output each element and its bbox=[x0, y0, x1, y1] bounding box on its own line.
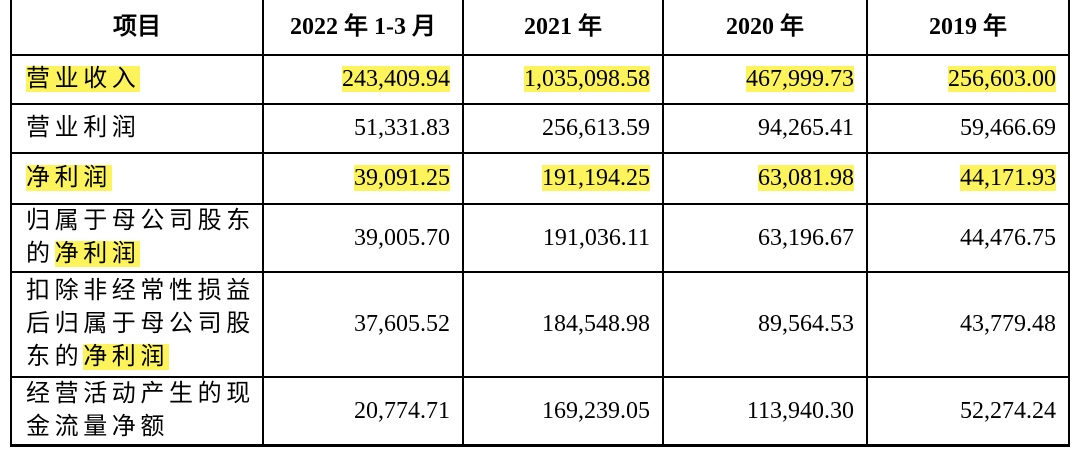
highlighted-value: 39,091.25 bbox=[354, 165, 450, 191]
row-label-cell: 营业收入 bbox=[10, 54, 264, 105]
value-text: 184,548.98 bbox=[542, 311, 650, 337]
value-cell: 256,603.00 bbox=[866, 54, 1070, 105]
header-row: 项目 2022 年 1-3 月 2021 年 2020 年 2019 年 bbox=[10, 0, 1070, 56]
value-text: 44,476.75 bbox=[960, 224, 1056, 251]
row-label: 净利润 bbox=[26, 162, 258, 195]
table-row: 经营活动产生的现金流量净额 20,774.71 169,239.05 113,940.… bbox=[10, 376, 1070, 447]
value-cell: 191,036.11 bbox=[462, 203, 664, 273]
value-text: 20,774.71 bbox=[354, 397, 450, 424]
value-cell: 63,196.67 bbox=[662, 203, 868, 273]
value-text: 39,005.70 bbox=[354, 224, 450, 251]
value-cell: 39,091.25 bbox=[262, 152, 464, 205]
value-text: 113,940.30 bbox=[746, 397, 854, 424]
table-body: 营业收入 243,409.94 1,035,098.58 467,999.73 256,… bbox=[10, 54, 1070, 447]
table-row: 归属于母公司股东的净利润 39,005.70 191,036.11 63,196.67… bbox=[10, 203, 1070, 273]
row-label: 营业收入 bbox=[26, 63, 258, 96]
header-cell: 项目 bbox=[10, 0, 264, 56]
highlighted-text: 营业收入 bbox=[26, 66, 141, 92]
value-text: 169,239.05 bbox=[542, 397, 650, 424]
value-text: 63,196.67 bbox=[758, 224, 854, 251]
highlighted-value: 191,194.25 bbox=[542, 165, 650, 191]
value-text: 51,331.83 bbox=[354, 115, 450, 141]
value-text: 43,779.48 bbox=[960, 311, 1056, 337]
row-label: 归属于母公司股东的净利润 bbox=[26, 205, 258, 271]
table-head: 项目 2022 年 1-3 月 2021 年 2020 年 2019 年 bbox=[10, 0, 1070, 56]
header-cell: 2019 年 bbox=[866, 0, 1070, 56]
header-cell: 2020 年 bbox=[662, 0, 868, 56]
highlighted-value: 256,603.00 bbox=[948, 66, 1056, 92]
value-text: 37,605.52 bbox=[354, 311, 450, 337]
value-cell: 44,171.93 bbox=[866, 152, 1070, 205]
highlighted-text: 净利润 bbox=[26, 165, 112, 191]
label-text: 营业利润 bbox=[26, 115, 141, 141]
row-label-cell: 经营活动产生的现金流量净额 bbox=[10, 376, 264, 447]
value-cell: 63,081.98 bbox=[662, 152, 868, 205]
value-cell: 20,774.71 bbox=[262, 376, 464, 447]
row-label: 营业利润 bbox=[26, 112, 258, 145]
header-cell: 2022 年 1-3 月 bbox=[262, 0, 464, 56]
value-cell: 184,548.98 bbox=[462, 271, 664, 378]
value-cell: 59,466.69 bbox=[866, 103, 1070, 154]
value-text: 52,274.24 bbox=[960, 397, 1056, 424]
row-label: 经营活动产生的现金流量净额 bbox=[26, 378, 258, 444]
highlighted-value: 243,409.94 bbox=[342, 66, 450, 92]
table-row: 扣除非经常性损益后归属于母公司股东的净利润 37,605.52 184,548.98… bbox=[10, 271, 1070, 378]
value-cell: 169,239.05 bbox=[462, 376, 664, 447]
value-text: 94,265.41 bbox=[758, 115, 854, 141]
header-cell: 2021 年 bbox=[462, 0, 664, 56]
value-cell: 243,409.94 bbox=[262, 54, 464, 105]
label-text: 归属于母公司股东的 bbox=[26, 208, 255, 267]
value-cell: 37,605.52 bbox=[262, 271, 464, 378]
row-label: 扣除非经常性损益后归属于母公司股东的净利润 bbox=[26, 275, 258, 374]
financial-table: 项目 2022 年 1-3 月 2021 年 2020 年 2019 年 营业收入 243… bbox=[10, 0, 1070, 447]
row-label-cell: 扣除非经常性损益后归属于母公司股东的净利润 bbox=[10, 271, 264, 378]
label-text: 扣除非经常性损益后归属于母公司股东的 bbox=[26, 278, 255, 370]
value-cell: 89,564.53 bbox=[662, 271, 868, 378]
highlighted-text: 净利润 bbox=[54, 241, 141, 267]
value-cell: 94,265.41 bbox=[662, 103, 868, 154]
row-label-cell: 营业利润 bbox=[10, 103, 264, 154]
highlighted-value: 44,171.93 bbox=[960, 165, 1056, 191]
highlighted-text: 净利润 bbox=[83, 344, 170, 370]
value-text: 89,564.53 bbox=[758, 311, 854, 337]
highlighted-value: 467,999.73 bbox=[746, 66, 854, 92]
value-cell: 43,779.48 bbox=[866, 271, 1070, 378]
label-text: 经营活动产生的现金流量净额 bbox=[26, 381, 255, 440]
value-text: 256,613.59 bbox=[542, 115, 650, 141]
row-label-cell: 净利润 bbox=[10, 152, 264, 205]
highlighted-value: 1,035,098.58 bbox=[524, 66, 650, 92]
value-cell: 44,476.75 bbox=[866, 203, 1070, 273]
value-cell: 467,999.73 bbox=[662, 54, 868, 105]
value-text: 59,466.69 bbox=[960, 115, 1056, 141]
table-row: 净利润 39,091.25 191,194.25 63,081.98 44,171.93 bbox=[10, 152, 1070, 205]
table-row: 营业利润 51,331.83 256,613.59 94,265.41 59,466.6… bbox=[10, 103, 1070, 154]
value-cell: 113,940.30 bbox=[662, 376, 868, 447]
value-text: 191,036.11 bbox=[542, 224, 650, 251]
highlighted-value: 63,081.98 bbox=[758, 165, 854, 191]
value-cell: 39,005.70 bbox=[262, 203, 464, 273]
value-cell: 52,274.24 bbox=[866, 376, 1070, 447]
table-row: 营业收入 243,409.94 1,035,098.58 467,999.73 256,… bbox=[10, 54, 1070, 105]
value-cell: 191,194.25 bbox=[462, 152, 664, 205]
value-cell: 256,613.59 bbox=[462, 103, 664, 154]
value-cell: 51,331.83 bbox=[262, 103, 464, 154]
row-label-cell: 归属于母公司股东的净利润 bbox=[10, 203, 264, 273]
value-cell: 1,035,098.58 bbox=[462, 54, 664, 105]
